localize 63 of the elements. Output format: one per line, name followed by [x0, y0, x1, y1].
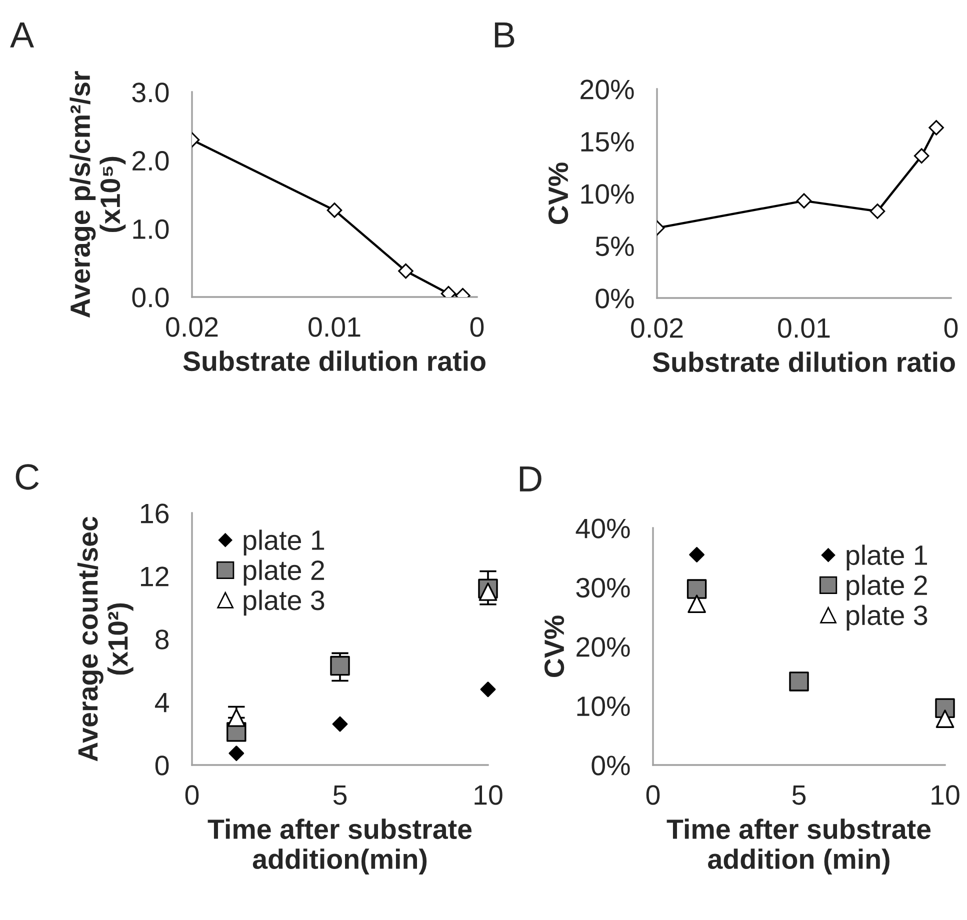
y-tick-label: 0%: [596, 288, 634, 308]
x-tick-label: 0: [646, 785, 660, 805]
y-tick-label: 10%: [581, 184, 634, 204]
point: [688, 594, 706, 614]
x-tick-label: 0.01: [308, 317, 360, 337]
point: [870, 204, 886, 219]
y-tick-label: 12: [141, 566, 168, 586]
text: D: [520, 466, 542, 492]
x-tick-label: 10: [474, 785, 502, 805]
y-tick-label: 0%: [592, 756, 630, 776]
y-axis-title: Average p/s/cm²/sr (x10⁵): [70, 71, 126, 318]
y-tick-label: 15%: [581, 132, 634, 152]
text: A: [10, 22, 34, 48]
y-tick-label: 0: [155, 756, 169, 776]
y-axis-title: CV%: [544, 616, 564, 678]
legend-label: plate 2: [846, 574, 927, 601]
x-tick-label: 10: [932, 785, 960, 805]
y-tick-label: 10%: [577, 696, 630, 716]
x-tick-label: 0: [470, 317, 484, 337]
legend-label: plate 3: [846, 604, 928, 631]
y-tick-label: 16: [141, 504, 169, 524]
point: [914, 148, 930, 164]
y-tick-label: 3.0: [132, 82, 169, 102]
point: [686, 579, 707, 599]
y-tick-label: 40%: [576, 518, 630, 538]
x-axis-title: Substrate dilution ratio: [652, 352, 955, 372]
y-tick-label: 30%: [576, 578, 630, 598]
x-axis-title: Substrate dilution ratio: [183, 350, 486, 372]
x-tick-label: 5: [333, 785, 347, 805]
x-axis-title: Time after substrate addition (min): [666, 818, 931, 874]
y-tick-label: 8: [156, 630, 169, 650]
point: [936, 710, 954, 728]
point: [789, 672, 809, 692]
x-tick-label: 0.01: [778, 318, 830, 338]
legend-label: plate 3: [244, 590, 324, 616]
y-tick-label: 0.0: [132, 288, 169, 308]
x-tick-label: 0.02: [631, 318, 683, 338]
x-tick-label: 0.02: [166, 317, 218, 337]
point: [480, 682, 496, 698]
legend-label: plate 1: [846, 544, 927, 571]
y-tick-label: 1.0: [133, 219, 169, 240]
y-tick-label: 20%: [580, 80, 634, 100]
text: C: [16, 464, 39, 490]
y-tick-label: 20%: [576, 637, 630, 657]
point: [227, 708, 246, 727]
legend-label: plate 1: [244, 530, 324, 556]
x-tick-label: 5: [792, 785, 806, 805]
y-tick-label: 5%: [596, 236, 634, 256]
legend-label: plate 2: [244, 560, 324, 586]
x-tick-label: 0: [944, 318, 958, 338]
text: B: [494, 22, 514, 48]
y-axis-title: Average count/sec (x10²): [77, 516, 134, 762]
y-tick-label: 2.0: [132, 151, 169, 171]
x-axis-title: Time after substrate addition(min): [208, 818, 472, 874]
point: [689, 546, 705, 562]
y-tick-label: 4: [154, 692, 169, 712]
point: [928, 120, 944, 136]
point: [478, 582, 498, 601]
point: [330, 656, 350, 676]
point: [228, 746, 244, 762]
y-axis-title: CV%: [548, 162, 568, 224]
x-tick-label: 0: [185, 785, 199, 805]
point: [332, 716, 348, 732]
